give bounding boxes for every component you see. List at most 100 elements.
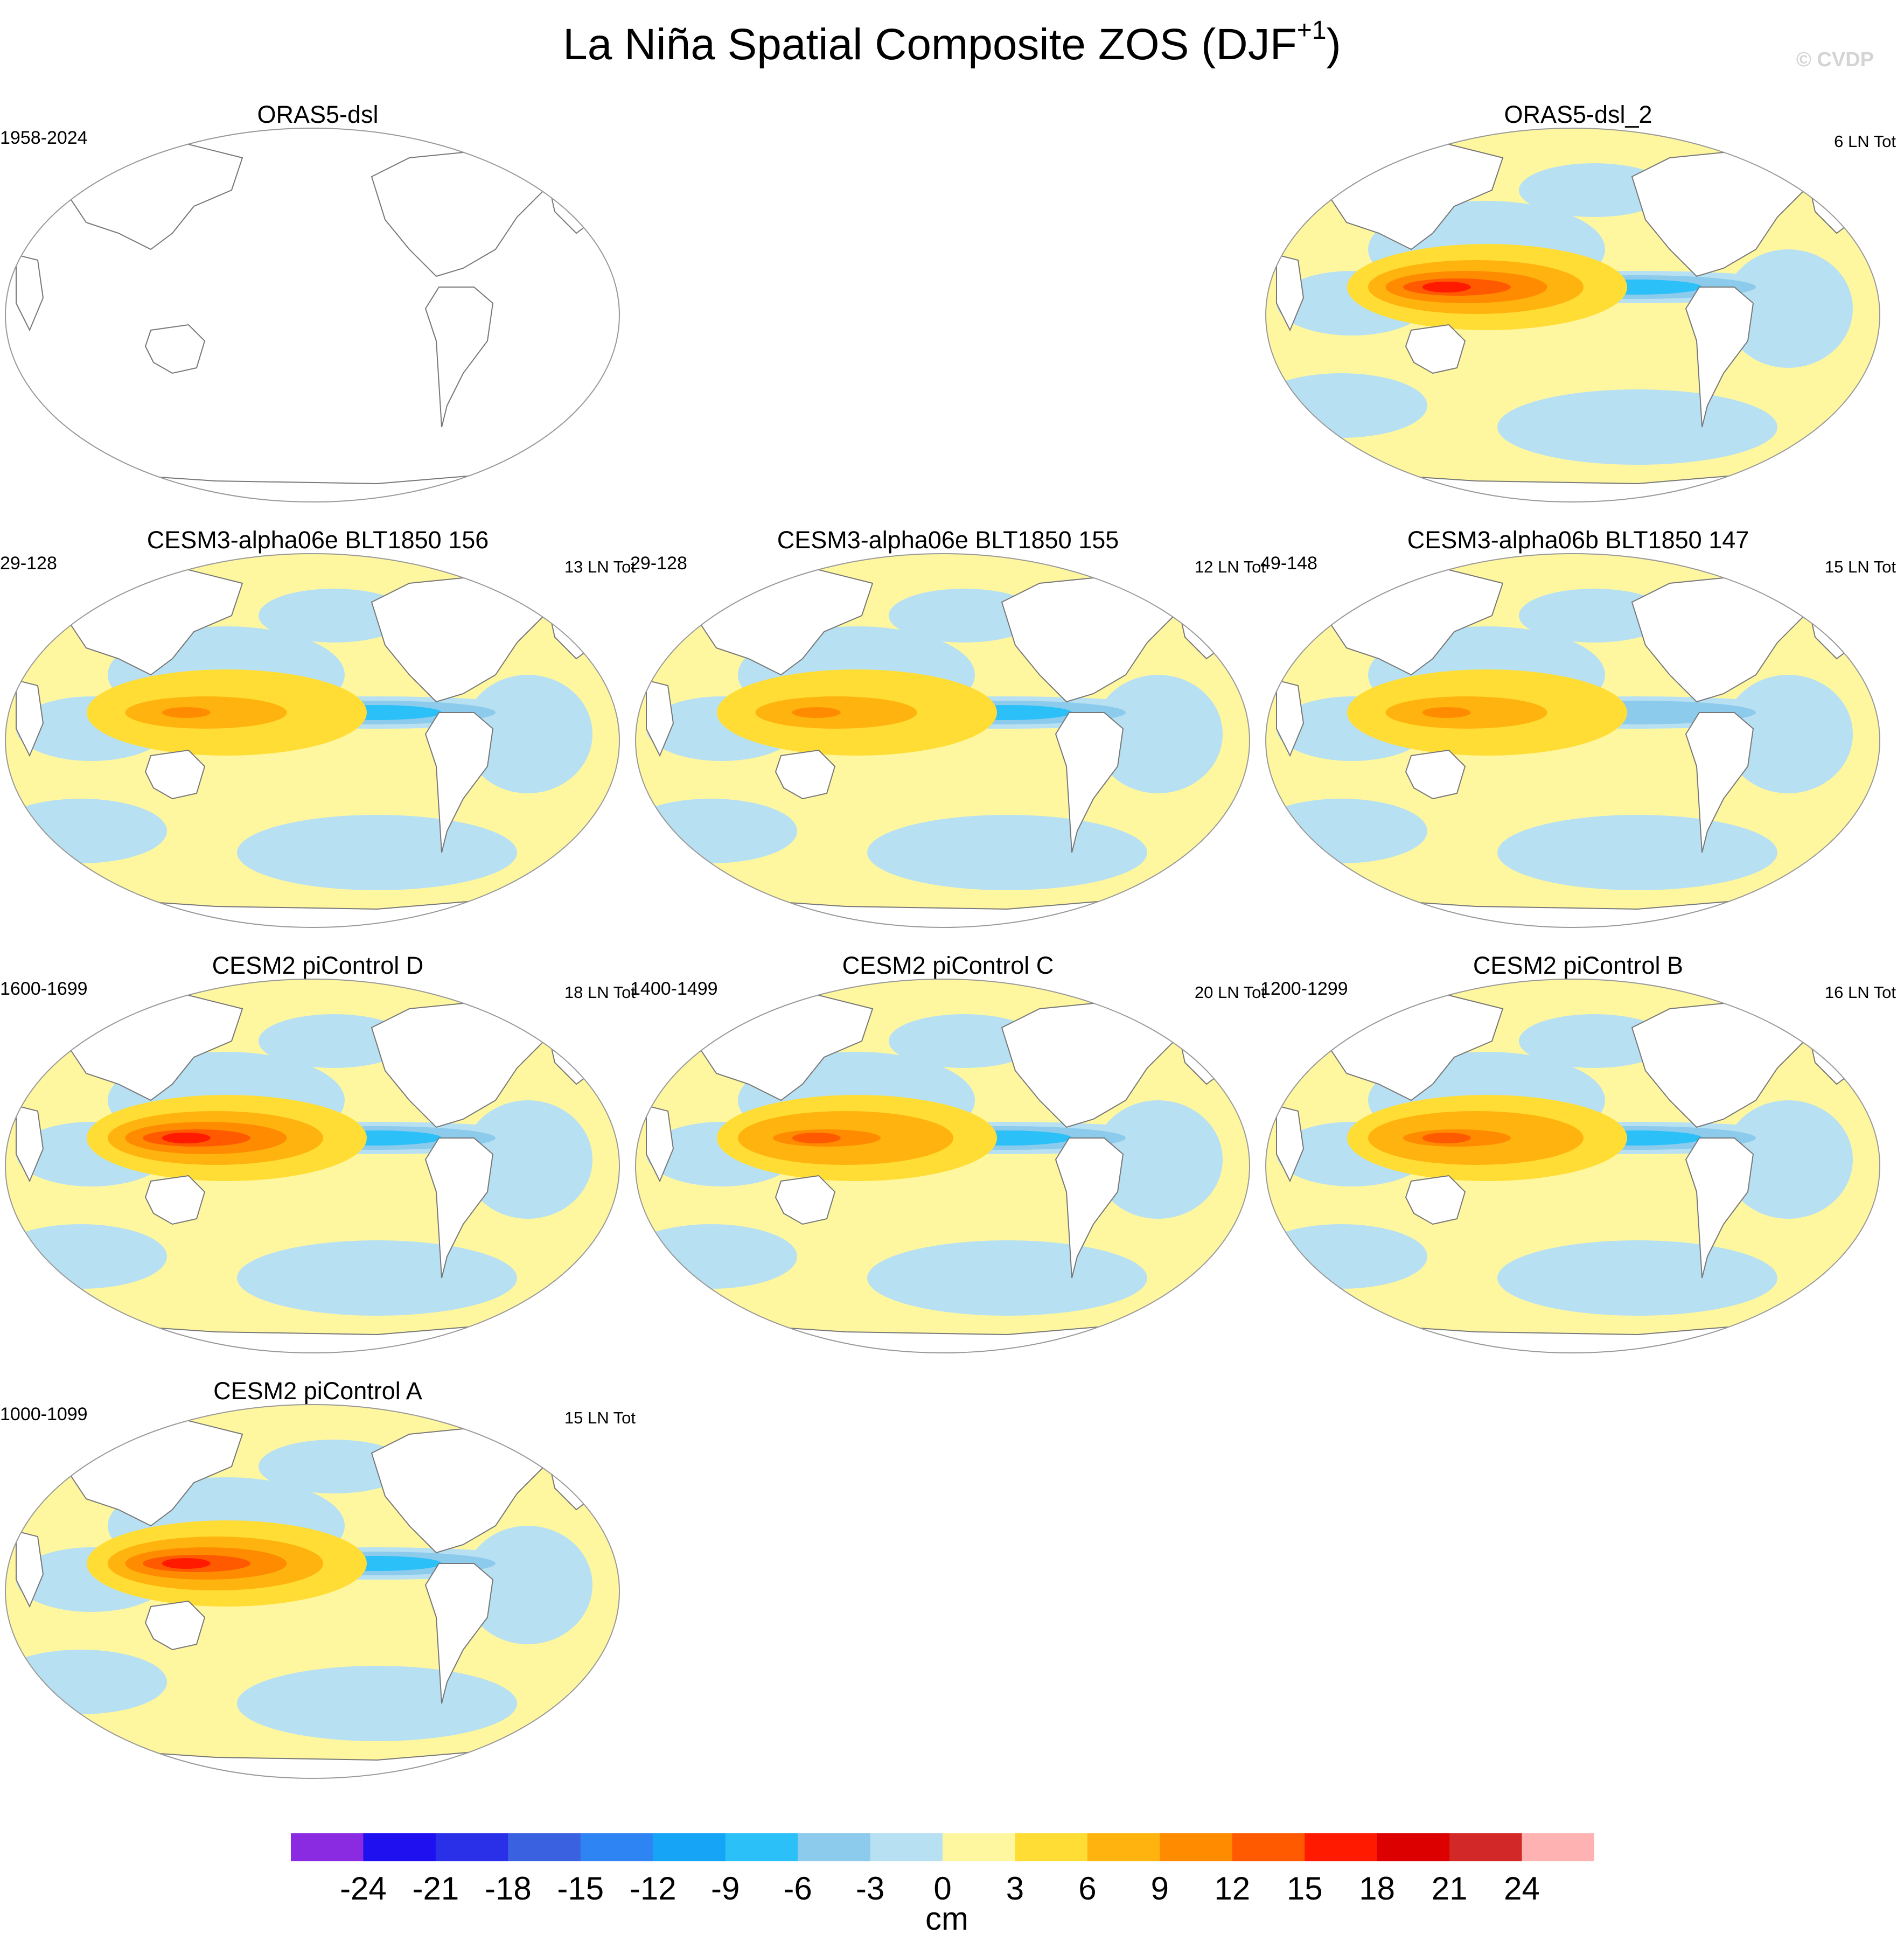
colorbar-tick-label: 18 [1359,1870,1396,1907]
map-panel: CESM2 piControl A 1000-1099 15 LN Tot [0,1376,636,1802]
map-outline [5,979,620,1353]
colorbar-swatch [1377,1833,1450,1861]
land-mass [775,1175,836,1225]
colorbar-tick-label: 21 [1431,1870,1468,1907]
colorbar-swatch [1160,1833,1233,1861]
world-map [1265,979,1880,1353]
colorbar-swatch [508,1833,581,1861]
panel-years: 29-128 [0,553,57,574]
map-panel: CESM3-alpha06e BLT1850 156 29-128 13 LN … [0,525,636,951]
colorbar-swatch [363,1833,436,1861]
world-map [5,553,620,928]
land-mass [424,1137,494,1279]
land-mass [1276,254,1305,332]
land-mass [1276,679,1305,757]
ocean-field-negative [237,815,517,890]
world-map [5,128,620,502]
land-mass [775,749,836,800]
colorbar-tick-label: 12 [1214,1870,1251,1907]
ocean-field-negative [237,1240,517,1316]
colorbar-tick-label: 15 [1286,1870,1323,1907]
colorbar-tick-label: -6 [783,1870,812,1907]
colorbar-swatch [580,1833,653,1861]
land-mass [646,679,674,757]
land-mass [16,1105,44,1183]
colorbar-swatch [1232,1833,1305,1861]
map-outline [1265,979,1880,1353]
colorbar-tick-label: 0 [933,1870,952,1907]
colorbar-swatch [870,1833,943,1861]
ocean-field-negative [867,815,1147,890]
land-mass [1405,324,1466,374]
panel-title: CESM3-alpha06e BLT1850 155 [777,526,1119,554]
land-mass [144,1600,206,1651]
map-panel: CESM2 piControl D 1600-1699 18 LN Tot [0,951,636,1376]
warm-pool-contour [162,1133,211,1143]
land-mass [64,141,243,250]
land-mass [144,1175,206,1225]
figure-title-superscript: +1 [1296,16,1327,45]
panel-years: 1200-1299 [1260,979,1348,999]
colorbar-swatch [291,1833,364,1861]
panel-years: 1000-1099 [0,1404,88,1425]
panel-count: 15 LN Tot [564,1408,636,1427]
panel-title: CESM2 piControl B [1473,952,1684,979]
land-mass [424,712,494,853]
land-mass [1685,1137,1754,1279]
colorbar-swatch [1522,1833,1594,1861]
warm-pool-contour [162,1558,211,1569]
ocean-field-negative [5,1224,167,1289]
land-mass [144,324,206,374]
ocean-field-negative [636,1224,797,1289]
colorbar-tick-label: 9 [1150,1870,1169,1907]
panel-years: 1400-1499 [630,979,718,999]
figure-title: La Niña Spatial Composite ZOS (DJF+1) [0,15,1904,74]
world-map [635,553,1250,928]
colorbar-swatch [1087,1833,1160,1861]
map-outline [5,553,620,928]
panel-title: CESM2 piControl A [213,1377,422,1405]
land-mass [1001,577,1175,703]
warm-pool-contour [1422,707,1471,718]
colorbar-tick-label: -24 [340,1870,387,1907]
map-outline [1265,553,1880,928]
land-mass [1685,712,1754,853]
panel-count: 13 LN Tot [564,557,636,576]
colorbar-swatch [725,1833,798,1861]
map-panel: CESM3-alpha06b BLT1850 147 49-148 15 LN … [1260,525,1896,951]
panel-title: ORAS5-dsl [257,101,379,128]
ocean-field-negative [5,1650,167,1714]
land-mass [1631,151,1805,277]
ocean-field-negative [1497,815,1777,890]
world-map [1265,128,1880,502]
land-mass [371,151,545,277]
map-panel: CESM2 piControl C 1400-1499 20 LN Tot [630,951,1266,1376]
land-mass [371,577,545,703]
warm-pool-contour [1422,1133,1471,1143]
colorbar-swatch [1449,1833,1523,1861]
watermark: © CVDP [1796,48,1874,71]
land-mass [646,1105,674,1183]
map-outline [1265,128,1880,502]
panel-count: 12 LN Tot [1194,557,1266,576]
land-mass [16,679,44,757]
world-map [5,1404,620,1779]
panel-count: 16 LN Tot [1824,983,1896,1002]
land-mass [1631,577,1805,703]
colorbar-swatch [653,1833,726,1861]
colorbar-tick-label: 3 [1006,1870,1024,1907]
panel-count: 15 LN Tot [1824,557,1896,576]
colorbar-tick-label: -18 [484,1870,532,1907]
panel-years: 49-148 [1260,553,1317,574]
panel-title: CESM2 piControl C [842,952,1054,979]
map-panel: CESM3-alpha06e BLT1850 155 29-128 12 LN … [630,525,1266,951]
ocean-field-negative [5,799,167,863]
warm-pool-contour [1422,282,1471,292]
land-mass [1276,1105,1305,1183]
land-mass [144,749,206,800]
panel-count: 18 LN Tot [564,983,636,1002]
panel-title: CESM3-alpha06e BLT1850 156 [147,526,489,554]
land-mass [1405,1175,1466,1225]
colorbar-unit: cm [925,1901,968,1937]
land-mass [1685,287,1754,428]
